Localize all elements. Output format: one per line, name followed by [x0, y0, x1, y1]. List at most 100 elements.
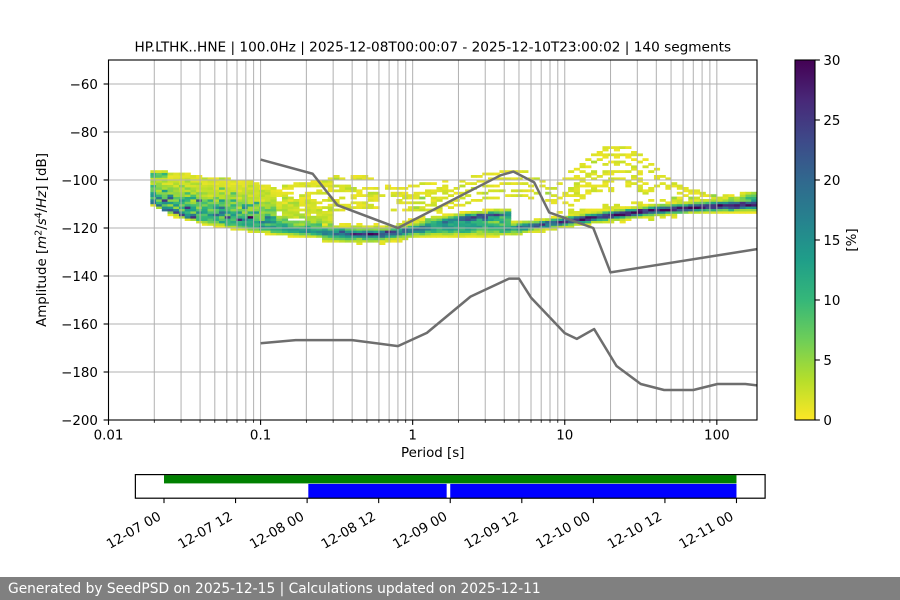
histogram-cell — [442, 215, 449, 219]
histogram-cell — [241, 194, 249, 197]
histogram-cell — [407, 194, 414, 197]
histogram-cell — [281, 206, 289, 209]
histogram-cell — [339, 239, 346, 243]
histogram-cell — [207, 208, 214, 212]
histogram-cell — [333, 208, 340, 212]
histogram-cell — [379, 239, 386, 243]
histogram-cell — [671, 182, 678, 185]
histogram-cell — [590, 184, 598, 188]
histogram-cell — [373, 239, 380, 243]
histogram-cell — [161, 194, 168, 197]
histogram-cell — [447, 215, 455, 219]
histogram-cell — [259, 194, 266, 197]
histogram-cell — [739, 208, 746, 212]
histogram-cell — [304, 230, 311, 233]
histogram-cell — [207, 187, 214, 190]
histogram-cell — [356, 235, 363, 238]
histogram-cell — [384, 227, 392, 231]
histogram-cell — [539, 230, 546, 233]
histogram-cell — [550, 227, 558, 231]
histogram-cell — [270, 225, 277, 229]
histogram-cell — [453, 203, 460, 207]
histogram-cell — [356, 225, 363, 229]
histogram-cell — [287, 220, 294, 224]
histogram-cell — [556, 220, 563, 224]
histogram-cell — [573, 182, 580, 185]
histogram-cell — [425, 218, 432, 221]
histogram-cell — [631, 215, 638, 219]
histogram-cell — [625, 211, 632, 214]
histogram-cell — [236, 220, 243, 224]
histogram-cell — [213, 201, 220, 205]
histogram-cell — [224, 215, 231, 219]
histogram-cell — [196, 179, 203, 183]
histogram-cell — [150, 196, 157, 200]
histogram-cell — [447, 227, 455, 231]
histogram-cell — [310, 201, 317, 205]
noise-model-low — [260, 277, 757, 392]
histogram-cell — [625, 179, 632, 183]
histogram-cell — [339, 208, 346, 212]
histogram-cell — [344, 184, 352, 188]
histogram-cell — [333, 232, 340, 236]
histogram-cell — [150, 182, 157, 185]
histogram-cell — [568, 223, 575, 226]
histogram-cell — [682, 211, 689, 214]
histogram-cell — [499, 227, 506, 231]
histogram-cell — [631, 206, 638, 209]
histogram-cell — [550, 220, 558, 224]
histogram-cell — [465, 215, 472, 219]
histogram-cell — [556, 225, 563, 229]
histogram-cell — [373, 191, 380, 195]
histogram-cell — [213, 203, 220, 207]
histogram-cell — [350, 206, 357, 209]
histogram-cell — [722, 206, 729, 209]
histogram-cell — [430, 232, 437, 236]
histogram-cell — [276, 208, 283, 212]
histogram-cell — [367, 206, 374, 209]
histogram-cell — [608, 187, 615, 190]
histogram-cell — [333, 239, 340, 243]
histogram-cell — [207, 184, 214, 188]
histogram-cell — [470, 215, 477, 219]
histogram-cell — [236, 218, 243, 221]
histogram-cell — [459, 232, 466, 236]
histogram-cell — [230, 211, 237, 214]
histogram-cell — [259, 215, 266, 219]
histogram-cell — [699, 199, 706, 202]
histogram-cell — [264, 189, 271, 193]
histogram-cell — [739, 211, 746, 214]
histogram-cell — [161, 182, 168, 185]
histogram-cell — [465, 213, 472, 217]
histogram-cell — [344, 227, 352, 231]
histogram-cell — [442, 225, 449, 229]
histogram-cell — [281, 191, 289, 195]
histogram-cell — [264, 230, 271, 233]
histogram-cell — [442, 220, 449, 224]
histogram-cell — [465, 220, 472, 224]
histogram-cell — [224, 182, 231, 185]
histogram-cell — [241, 184, 249, 188]
histogram-cell — [619, 153, 626, 157]
histogram-cell — [596, 208, 603, 212]
histogram-cell — [276, 223, 283, 226]
histogram-cell — [264, 215, 271, 219]
histogram-cell — [579, 177, 586, 181]
histogram-cell — [734, 196, 741, 200]
histogram-cell — [241, 208, 249, 212]
histogram-cell — [579, 211, 586, 214]
histogram-cell — [270, 230, 277, 233]
histogram-cell — [270, 187, 277, 190]
plot-frame — [107, 59, 758, 421]
histogram-cell — [253, 208, 260, 212]
histogram-cell — [447, 201, 455, 205]
histogram-cell — [236, 196, 243, 200]
histogram-cell — [356, 223, 363, 226]
histogram-cell — [299, 213, 306, 217]
histogram-cell — [316, 213, 323, 217]
histogram-cell — [631, 175, 638, 178]
histogram-cell — [253, 223, 260, 226]
histogram-cell — [264, 196, 271, 200]
histogram-cell — [499, 189, 506, 193]
histogram-cell — [178, 191, 186, 195]
